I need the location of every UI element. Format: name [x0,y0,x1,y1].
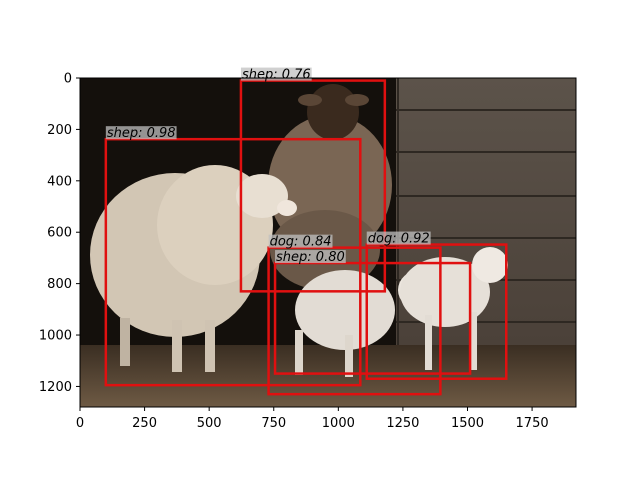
adult-sheep [90,165,297,372]
x-tick-label: 1500 [451,416,484,431]
x-tick-label: 1000 [322,416,355,431]
detection-label: dog: 0.92 [368,232,430,247]
detection-box [267,246,442,396]
axes-frame [79,77,577,408]
y-tick-label: 1000 [39,329,72,344]
x-tick-label: 750 [261,416,286,431]
detection-label-bg [275,250,346,264]
detection-box [239,79,387,293]
x-tick-label: 1750 [516,416,549,431]
x-tick-label: 0 [76,416,84,431]
y-tick-label: 600 [47,226,72,241]
detection-label-bg [105,126,177,140]
y-tick-label: 0 [64,72,72,87]
detection-label: shep: 0.98 [107,126,176,141]
detection-label-bg [366,231,431,245]
detection-label: dog: 0.84 [270,235,332,250]
detection-label: shep: 0.76 [242,68,311,83]
detection-label-bg [240,67,312,81]
y-tick-label: 1200 [39,380,72,395]
detection-label-bg [268,234,333,248]
y-tick-label: 400 [47,174,72,189]
detection-2: dog: 0.84 [267,234,442,396]
x-tick-label: 250 [132,416,157,431]
lambs [295,247,508,377]
detection-4: shep: 0.80 [273,250,472,375]
x-tick-label: 500 [197,416,222,431]
x-axis: 0 250 500 750 1000 1250 1500 1750 [76,407,549,431]
x-tick-label: 1250 [386,416,419,431]
detection-box [365,243,508,380]
ground [80,345,576,407]
detections: shep: 0.76 shep: 0.98 dog: 0.84 dog: 0.92 sh… [104,67,508,396]
detection-box [273,261,472,375]
detection-label: shep: 0.80 [276,250,345,265]
detection-0: shep: 0.76 [239,67,387,293]
y-tick-label: 200 [47,123,72,138]
y-tick-label: 800 [47,277,72,292]
y-axis: 0 200 400 600 800 1000 1200 [39,72,80,395]
detection-3: dog: 0.92 [365,231,508,380]
